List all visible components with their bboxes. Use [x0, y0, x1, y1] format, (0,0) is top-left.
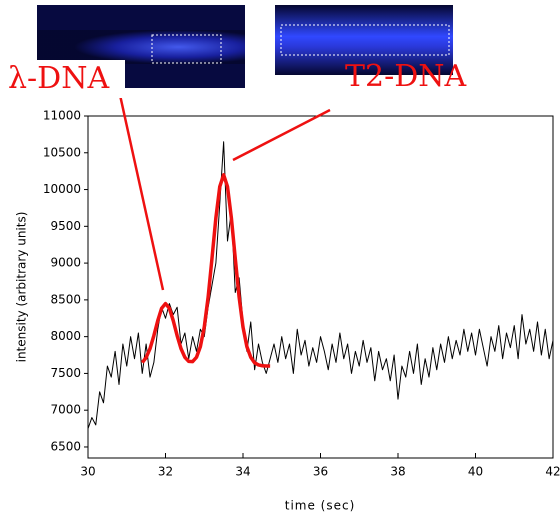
- y-tick-label: 10000: [43, 182, 81, 196]
- y-tick-label: 7000: [50, 403, 81, 417]
- y-axis-label: intensity (arbitrary units): [15, 212, 29, 363]
- t2-image: [275, 5, 453, 75]
- x-tick-label: 38: [390, 465, 405, 479]
- series-line: [140, 173, 271, 368]
- x-tick-label: 34: [235, 465, 250, 479]
- pointer-line: [232, 108, 331, 162]
- x-tick-label: 40: [468, 465, 483, 479]
- y-tick-label: 10500: [43, 145, 81, 159]
- y-tick-label: 9000: [50, 256, 81, 270]
- x-tick-label: 30: [80, 465, 95, 479]
- lambda-glow: [37, 30, 245, 64]
- y-tick-label: 8500: [50, 292, 81, 306]
- pointer-line: [118, 94, 165, 291]
- series-line: [88, 141, 553, 429]
- annotation-bg: [5, 60, 125, 98]
- x-axis-label: time (sec): [285, 499, 356, 513]
- y-tick-label: 11000: [43, 109, 81, 123]
- selection-box: [280, 24, 450, 56]
- y-tick-label: 8000: [50, 329, 81, 343]
- y-tick-label: 7500: [50, 366, 81, 380]
- x-tick-label: 42: [545, 465, 560, 479]
- x-tick-label: 32: [158, 465, 173, 479]
- y-tick-label: 6500: [50, 439, 81, 453]
- y-tick-label: 9500: [50, 219, 81, 233]
- plot-frame: [87, 115, 554, 459]
- annotation: T2-DNA: [345, 59, 467, 94]
- selection-box: [151, 34, 222, 64]
- x-tick-label: 36: [313, 465, 328, 479]
- annotation: λ-DNA: [8, 61, 109, 96]
